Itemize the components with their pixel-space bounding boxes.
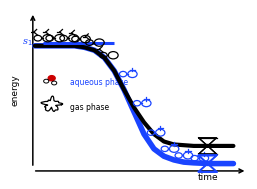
Circle shape bbox=[48, 76, 55, 81]
Text: gas phase: gas phase bbox=[70, 103, 109, 112]
Text: time: time bbox=[197, 173, 218, 182]
Text: s$_1$: s$_1$ bbox=[22, 37, 33, 48]
Text: aqueous phase: aqueous phase bbox=[70, 78, 128, 87]
Circle shape bbox=[52, 81, 57, 85]
Circle shape bbox=[44, 79, 49, 83]
Text: energy: energy bbox=[11, 74, 20, 106]
